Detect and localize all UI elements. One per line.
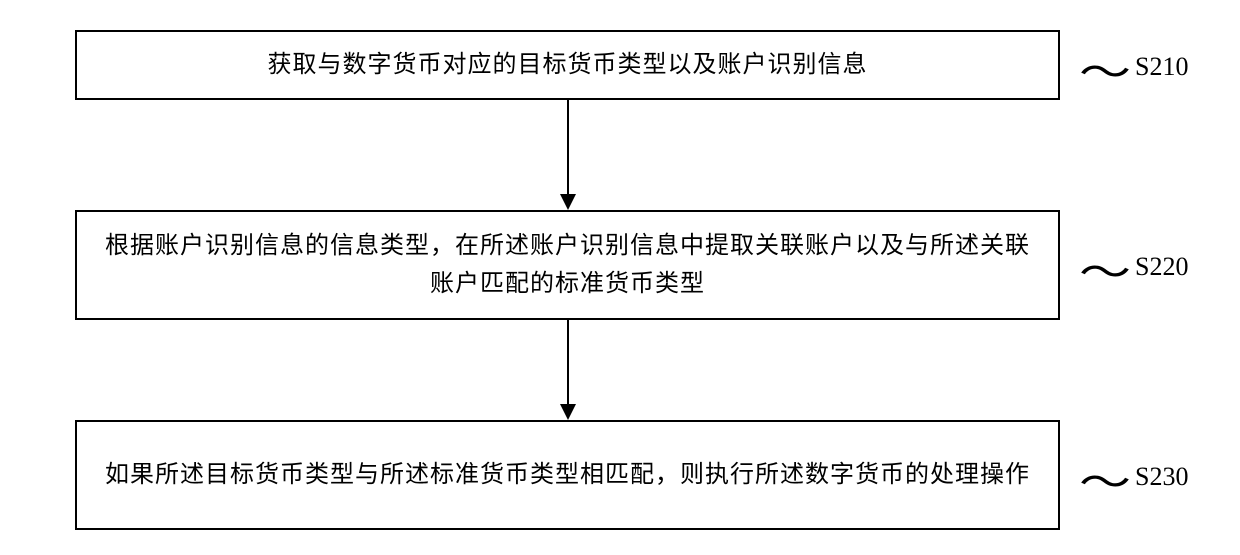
step-connector-s210: 〜: [1079, 40, 1131, 98]
arrow-line-2: [567, 320, 569, 404]
step-box-s220: 根据账户识别信息的信息类型，在所述账户识别信息中提取关联账户以及与所述关联账户匹…: [75, 210, 1060, 320]
step-text-s220: 根据账户识别信息的信息类型，在所述账户识别信息中提取关联账户以及与所述关联账户匹…: [97, 227, 1038, 304]
step-label-s230: S230: [1135, 462, 1188, 492]
step-box-s210: 获取与数字货币对应的目标货币类型以及账户识别信息: [75, 30, 1060, 100]
step-box-s230: 如果所述目标货币类型与所述标准货币类型相匹配，则执行所述数字货币的处理操作: [75, 420, 1060, 530]
arrow-head-2: [560, 404, 576, 420]
step-text-s230: 如果所述目标货币类型与所述标准货币类型相匹配，则执行所述数字货币的处理操作: [105, 456, 1030, 494]
arrow-line-1: [567, 100, 569, 194]
step-connector-s230: 〜: [1079, 450, 1131, 508]
step-label-s210: S210: [1135, 52, 1188, 82]
flowchart-canvas: 获取与数字货币对应的目标货币类型以及账户识别信息 〜 S210 根据账户识别信息…: [0, 0, 1240, 555]
step-text-s210: 获取与数字货币对应的目标货币类型以及账户识别信息: [268, 46, 868, 84]
step-connector-s220: 〜: [1079, 240, 1131, 298]
step-label-s220: S220: [1135, 252, 1188, 282]
arrow-head-1: [560, 194, 576, 210]
